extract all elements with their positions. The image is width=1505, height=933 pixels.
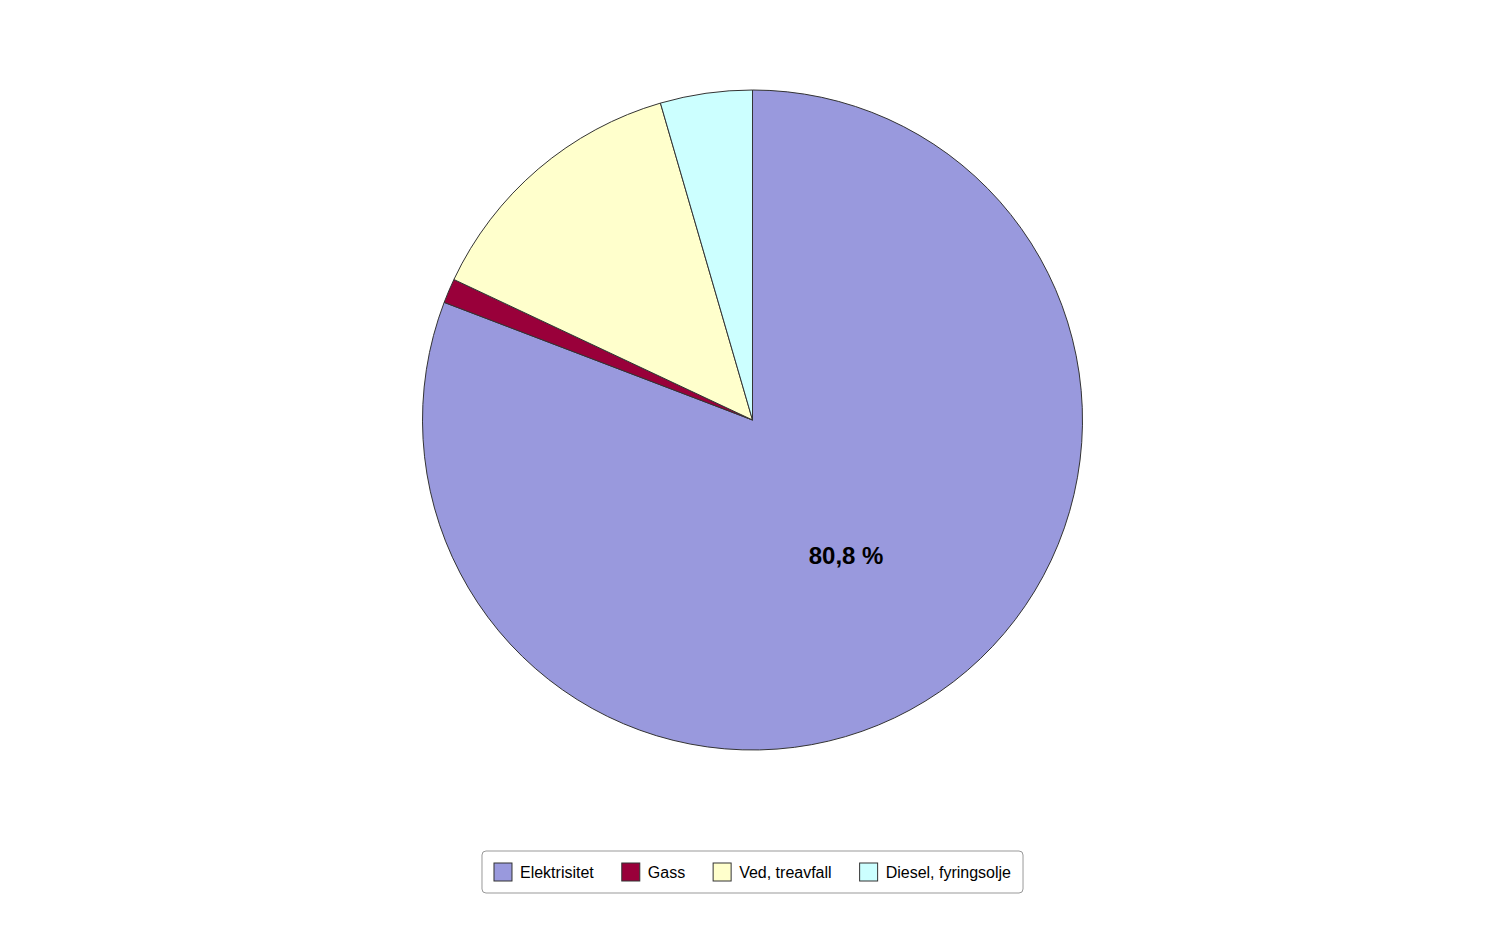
legend-label: Ved, treavfall <box>739 864 832 881</box>
slice-labels: 80,8 % <box>809 542 884 569</box>
pie-slice <box>660 90 752 420</box>
legend-label: Gass <box>648 864 685 881</box>
legend: Elektrisitet Gass Ved, treavfall Diesel, fy… <box>482 851 1023 893</box>
legend-swatch <box>713 863 731 881</box>
pie-slice <box>423 90 1083 750</box>
legend-label: Elektrisitet <box>520 864 594 881</box>
slices <box>423 90 1083 750</box>
slice-label: 80,8 % <box>809 542 884 569</box>
legend-swatch <box>494 863 512 881</box>
legend-label: Diesel, fyringsolje <box>886 864 1011 881</box>
legend-swatch <box>860 863 878 881</box>
chart: 80,8 % Elektrisitet Gass Ved, treavfall Dies… <box>0 0 1505 933</box>
legend-frame <box>482 851 1023 893</box>
legend-swatch <box>622 863 640 881</box>
